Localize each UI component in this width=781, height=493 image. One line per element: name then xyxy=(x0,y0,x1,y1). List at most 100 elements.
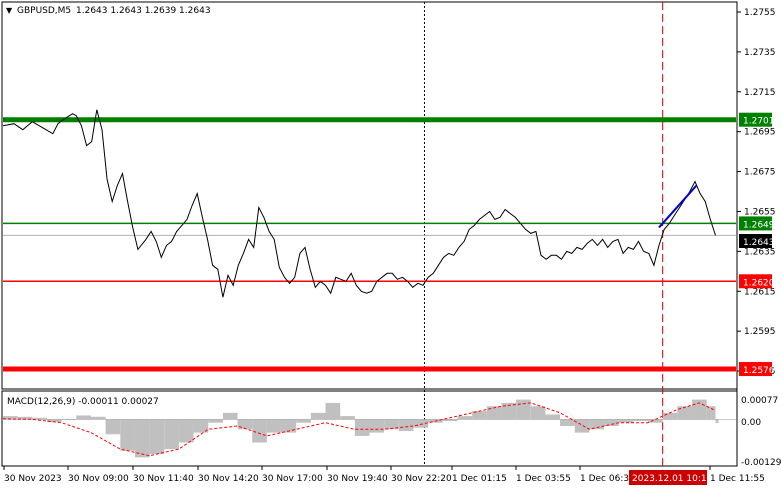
macd-bar xyxy=(296,419,311,423)
macd-tick-zero: 0.00 xyxy=(741,418,761,428)
macd-bar xyxy=(706,406,716,420)
macd-bar xyxy=(61,419,77,421)
macd-bar xyxy=(120,419,135,451)
macd-bar xyxy=(178,419,194,443)
macd-bar xyxy=(105,419,121,435)
macd-bar xyxy=(560,419,575,427)
level-label: 1.2649 xyxy=(743,220,775,230)
macd-bar xyxy=(662,412,678,420)
macd-bar xyxy=(618,419,634,423)
chart-symbol: GBPUSD,M5 xyxy=(17,6,71,16)
macd-bar xyxy=(90,416,106,420)
level-label: 1.2701 xyxy=(743,117,775,127)
level-label-box xyxy=(739,216,772,231)
macd-bar xyxy=(325,402,341,420)
macd-bar xyxy=(442,419,458,422)
level-label-box xyxy=(739,274,772,289)
chart-header-arrow: ▼ xyxy=(6,6,13,15)
macd-bar xyxy=(340,416,355,420)
macd-bar xyxy=(633,419,649,422)
time-tick-label: 30 Nov 11:40 xyxy=(133,474,194,484)
macd-bar xyxy=(398,419,414,431)
time-tick-label: 30 Nov 2023 xyxy=(4,474,62,484)
macd-tick-bottom: -0.00129 xyxy=(741,458,781,468)
macd-bar xyxy=(457,416,473,420)
price-tick-label: 1.2715 xyxy=(744,88,776,98)
macd-bar xyxy=(237,419,253,430)
level-label-box xyxy=(739,362,772,377)
macd-bar xyxy=(516,399,531,420)
time-tick-label: 30 Nov 09:00 xyxy=(68,474,129,484)
macd-bar xyxy=(574,419,590,433)
macd-bar xyxy=(354,419,370,436)
macd-bar xyxy=(310,412,326,420)
macd-bar xyxy=(530,406,546,420)
price-tick-label: 1.2755 xyxy=(744,8,776,18)
macd-bar xyxy=(17,416,33,420)
time-tick-label: 30 Nov 19:40 xyxy=(327,474,388,484)
price-tick-label: 1.2675 xyxy=(744,168,776,178)
macd-bar xyxy=(134,419,150,458)
macd-bar xyxy=(281,419,297,433)
main-plot-frame xyxy=(1,1,738,390)
macd-bar xyxy=(384,419,399,430)
time-tick-label: 1 Dec 01:15 xyxy=(452,474,507,484)
macd-bar xyxy=(472,411,487,420)
macd-bar xyxy=(266,419,282,433)
time-highlight-box xyxy=(629,470,707,485)
price-tick-label: 1.2655 xyxy=(744,207,776,217)
signal-arrow xyxy=(658,184,698,229)
macd-tick-top: 0.00077 xyxy=(741,396,778,406)
chart-ohlc: 1.2643 1.2643 1.2639 1.2643 xyxy=(76,6,211,16)
time-tick-label: 1 Dec 06:35 xyxy=(580,474,635,484)
time-tick-label: 30 Nov 17:00 xyxy=(262,474,323,484)
macd-bar xyxy=(222,412,238,420)
price-tick-label: 1.2595 xyxy=(744,327,776,337)
macd-bar xyxy=(208,419,223,423)
price-tick-label: 1.2615 xyxy=(744,287,776,297)
time-highlight-label: 2023.12.01 10:15 xyxy=(632,474,712,484)
macd-bar xyxy=(648,419,663,423)
time-tick-label: 1 Dec 03:55 xyxy=(516,474,571,484)
macd-bar xyxy=(501,402,517,420)
price-line-group xyxy=(2,109,716,298)
current-price-label: 1.2643 xyxy=(743,238,775,248)
macd-bar xyxy=(252,419,267,443)
macd-signal-line xyxy=(2,402,716,457)
time-tick-label: 1 Dec 11:55 xyxy=(710,474,765,484)
macd-bar xyxy=(164,419,179,450)
time-tick-label: 30 Nov 22:20 xyxy=(391,474,452,484)
current-price-label-box xyxy=(739,234,772,248)
time-axis: 30 Nov 2023 30 Nov 09:00 30 Nov 11:40 30 No… xyxy=(3,466,765,484)
horizontal-levels xyxy=(3,117,736,372)
level-labels: 1.2701 1.2649 1.2620 1.2576 xyxy=(739,112,775,377)
macd-bar xyxy=(604,419,619,427)
macd-bar xyxy=(46,419,62,423)
macd-bar xyxy=(677,406,693,420)
macd-bar xyxy=(3,416,18,420)
level-label: 1.2620 xyxy=(743,278,775,288)
macd-bar xyxy=(486,406,502,420)
macd-bar xyxy=(589,419,605,430)
macd-bar xyxy=(76,415,91,420)
macd-bar xyxy=(413,419,429,428)
macd-bar xyxy=(32,417,47,420)
price-tick-label: 1.2635 xyxy=(744,247,776,257)
macd-indicator xyxy=(2,399,736,458)
macd-bar xyxy=(149,419,165,455)
price-line xyxy=(2,109,716,298)
macd-bar xyxy=(545,414,561,420)
price-tick-label: 1.2695 xyxy=(744,128,776,138)
macd-bar xyxy=(369,419,385,433)
time-tick-label: 30 Nov 14:20 xyxy=(198,474,259,484)
signal-arrow-group xyxy=(658,184,698,229)
price-tick-label: 1.2735 xyxy=(744,48,776,58)
level-label-box xyxy=(739,112,772,127)
level-label: 1.2576 xyxy=(743,366,775,376)
macd-bar xyxy=(193,419,209,433)
price-axis: 1.2755 1.2735 1.2715 1.2695 1.2675 1.2655 1.26… xyxy=(737,8,776,377)
macd-bar xyxy=(715,419,719,424)
macd-title: MACD(12,26,9) -0.00011 0.00027 xyxy=(7,397,159,407)
